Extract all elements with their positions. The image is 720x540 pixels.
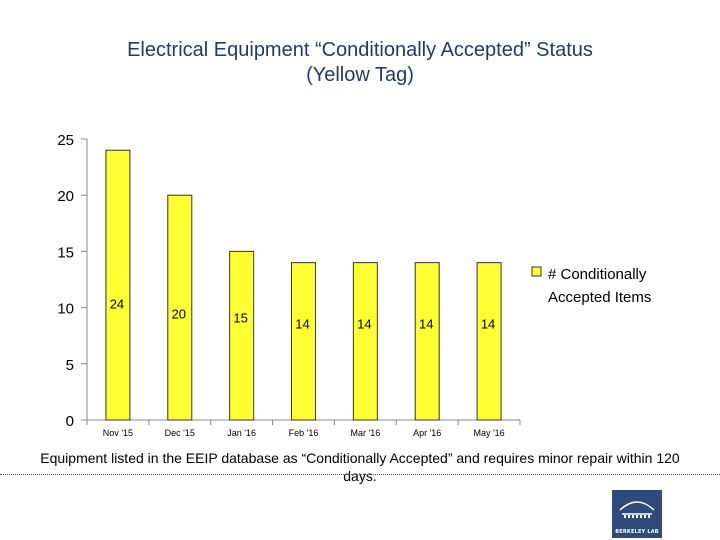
data-label: 14: [419, 317, 433, 332]
chart-title-line-2: (Yellow Tag): [306, 64, 414, 86]
x-tick-label: Apr '16: [413, 428, 441, 438]
legend-label-line-2: Accepted Items: [548, 289, 651, 306]
data-label: 14: [295, 317, 309, 332]
y-tick-label: 0: [66, 413, 74, 430]
chart-title-line-1: Electrical Equipment “Conditionally Acce…: [127, 39, 593, 61]
y-tick-label: 10: [57, 301, 74, 318]
y-tick-label: 25: [57, 132, 74, 149]
bar: [291, 262, 316, 421]
data-label: 20: [172, 307, 186, 322]
bar: [476, 262, 502, 421]
x-tick-label: Feb '16: [289, 428, 319, 438]
y-tick-label: 5: [66, 357, 74, 374]
y-tick-label: 15: [57, 244, 74, 261]
bar-chart: 0 5 10 15 20 25 24 Nov '15 20 Dec '15 15 Jan '16 14…: [57, 132, 651, 438]
berkeley-lab-logo-icon: [619, 501, 655, 518]
bar: [414, 262, 440, 421]
data-label: 15: [233, 311, 247, 326]
bar: [229, 250, 255, 421]
data-label: 14: [481, 317, 495, 332]
bar: [105, 149, 131, 421]
y-tick-label: 20: [57, 188, 74, 205]
data-label: 14: [357, 317, 371, 332]
chart-axes: 0 5 10 15 20 25: [57, 132, 521, 430]
bar: [352, 262, 378, 421]
chart-legend: # Conditionally Accepted Items: [531, 266, 651, 306]
footnote: Equipment listed in the EEIP database as…: [40, 450, 680, 484]
legend-label-line-1: # Conditionally: [548, 266, 647, 283]
x-tick-label: May '16: [473, 428, 504, 438]
berkeley-lab-logo: BERKELEY LAB: [612, 490, 662, 538]
bar: [167, 194, 193, 421]
footer-divider: [0, 474, 720, 475]
legend-swatch: [531, 266, 542, 277]
chart-labels: 24 Nov '15 20 Dec '15 15 Jan '16 14 Feb '16 14 Ma…: [103, 297, 505, 438]
chart-title: Electrical Equipment “Conditionally Acce…: [0, 38, 720, 88]
x-tick-label: Nov '15: [103, 428, 133, 438]
berkeley-lab-logo-text: BERKELEY LAB: [615, 529, 659, 535]
x-tick-label: Dec '15: [165, 428, 195, 438]
x-tick-label: Mar '16: [350, 428, 380, 438]
data-label: 24: [110, 297, 124, 312]
x-tick-label: Jan '16: [227, 428, 256, 438]
chart-bars: [105, 149, 502, 421]
